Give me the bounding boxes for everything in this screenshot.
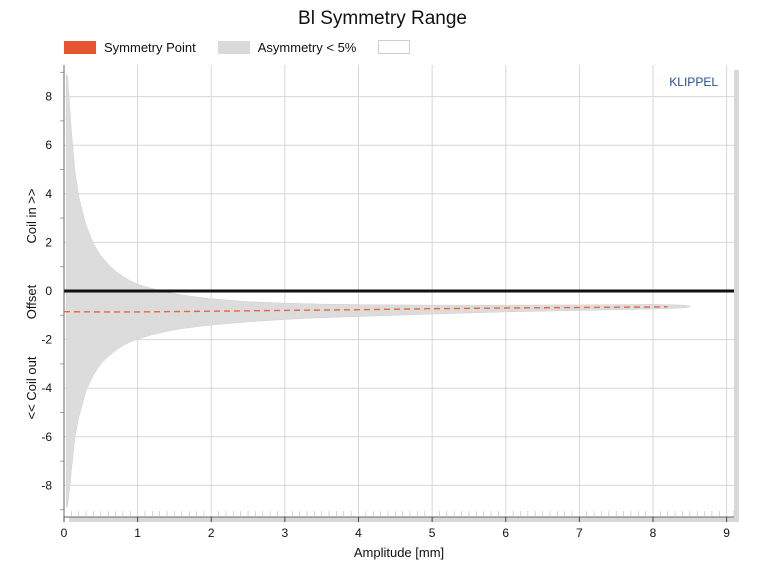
x-tick-label: 6	[502, 526, 509, 540]
symmetry-point-line	[63, 306, 668, 313]
x-tick-label: 9	[723, 526, 730, 540]
y-tick-label: 8	[45, 90, 52, 104]
legend-item-empty	[378, 40, 411, 54]
y-tick-label: 4	[45, 187, 52, 201]
y-tick-label: 6	[45, 138, 52, 152]
y-tick-label: 2	[45, 235, 52, 249]
x-tick-label: 1	[134, 526, 141, 540]
y-axis-label-coil-out: << Coil out	[24, 356, 39, 419]
y-tick-label: -2	[41, 333, 52, 347]
y-tick-label: -8	[41, 478, 52, 492]
x-tick-label: 0	[61, 526, 68, 540]
x-tick-label: 3	[282, 526, 289, 540]
x-tick-label: 4	[355, 526, 362, 540]
y-tick-label: -4	[41, 381, 52, 395]
x-axis-label: Amplitude [mm]	[354, 545, 444, 560]
y-axis-label-offset: Offset	[24, 284, 39, 319]
legend-item-asymmetry: Asymmetry < 5%	[217, 39, 357, 55]
legend-item-symmetry-point: Symmetry Point	[64, 40, 196, 55]
legend: Symmetry Point Asymmetry < 5%	[64, 38, 432, 56]
y-tick-label: -6	[41, 430, 52, 444]
legend-swatch-asymmetry	[217, 40, 250, 54]
x-tick-label: 7	[576, 526, 583, 540]
legend-label-symmetry-point: Symmetry Point	[104, 39, 196, 55]
brand-label: KLIPPEL	[669, 75, 718, 89]
x-ticks: 0 1 2 3 4 5 6 7 8 9	[61, 511, 735, 540]
legend-swatch-symmetry-point	[64, 40, 96, 54]
x-tick-label: 5	[429, 526, 436, 540]
legend-swatch-empty	[378, 40, 411, 54]
legend-label-asymmetry: Asymmetry < 5%	[257, 39, 357, 55]
y-tick-label: 0	[45, 284, 52, 298]
x-tick-label: 8	[650, 526, 657, 540]
asymmetry-band-area	[65, 74, 691, 508]
x-tick-label: 2	[208, 526, 215, 540]
y-axis-label-coil-in: Coil in >>	[24, 189, 39, 244]
symmetry-point-series	[63, 306, 668, 313]
y-ticks: -8 -6 -4 -2 0 2 4 6 8	[41, 71, 64, 511]
asymmetry-band	[65, 74, 691, 508]
chart-title: Bl Symmetry Range	[298, 8, 467, 29]
